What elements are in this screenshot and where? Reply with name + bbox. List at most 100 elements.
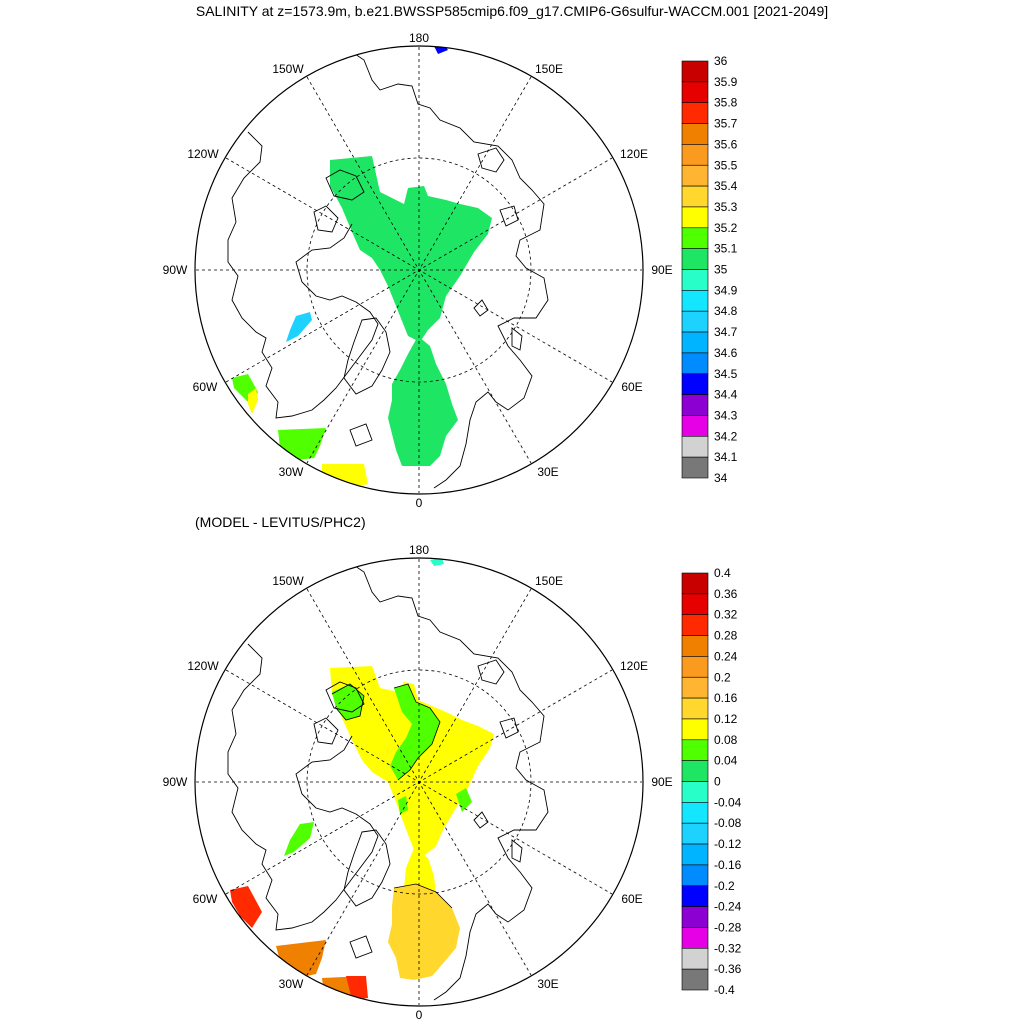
colorbar-label: 35.6	[714, 137, 738, 151]
coastlines	[227, 51, 549, 489]
colorbar-swatch	[681, 906, 709, 928]
figure-title: SALINITY at z=1573.9m, b.e21.BWSSP585cmi…	[195, 3, 829, 19]
difference-colorbar: 0.4 0.36 0.32 0.28 0.24 0.2 0.16 0.12 0.08 0.04 0 -…	[681, 566, 742, 997]
colorbar-swatch	[681, 248, 709, 270]
field-region-subpolar-atlantic	[278, 428, 326, 460]
colorbar-swatch	[681, 373, 709, 395]
colorbar-label: -0.2	[714, 879, 735, 893]
salinity-colorbar: 36 35.9 35.8 35.7 35.6 35.5 35.4 35.3 35.2 35.1 35…	[681, 54, 738, 485]
colorbar-swatch	[681, 947, 709, 970]
colorbar-label: 0.24	[714, 649, 738, 663]
colorbar-swatch	[681, 885, 709, 907]
colorbar-label: 35.7	[714, 117, 738, 131]
contour-lines	[331, 683, 453, 909]
field-region-left-green	[398, 796, 408, 814]
lon-label-90w: 90W	[163, 263, 188, 277]
lon-label-60e: 60E	[621, 380, 642, 394]
colorbar-label: -0.16	[714, 858, 742, 872]
colorbar-label: 35.3	[714, 200, 738, 214]
colorbar-swatch	[681, 739, 709, 761]
colorbar-swatch	[681, 843, 709, 866]
colorbar-label: 0.08	[714, 733, 738, 747]
colorbar-label: -0.08	[714, 816, 742, 830]
coastlines	[227, 563, 549, 1001]
colorbar-swatch	[681, 352, 709, 375]
lon-label-60e: 60E	[621, 892, 642, 906]
lon-label-60w: 60W	[193, 380, 218, 394]
colorbar-label: 0.28	[714, 629, 738, 643]
colorbar-label: -0.4	[714, 983, 735, 997]
field-region-labrador	[230, 886, 262, 928]
colorbar-label: -0.12	[714, 837, 742, 851]
colorbar-swatch	[681, 781, 709, 803]
field-region-ridge-band	[390, 684, 440, 780]
colorbar-swatch	[681, 310, 709, 333]
lon-label-180: 180	[409, 543, 429, 557]
graticule	[196, 47, 642, 493]
colorbar-swatch	[681, 269, 709, 291]
lon-label-0: 0	[416, 1008, 423, 1022]
colorbar-label: -0.28	[714, 920, 742, 934]
colorbar-label: 35.4	[714, 179, 738, 193]
colorbar-label: 0.04	[714, 754, 738, 768]
colorbar-label: 34.7	[714, 325, 738, 339]
lon-label-30w: 30W	[279, 977, 304, 991]
colorbar-swatch	[681, 802, 709, 824]
colorbar-label: 0.16	[714, 691, 738, 705]
lon-label-120w: 120W	[187, 659, 219, 673]
colorbar-swatch	[681, 968, 709, 991]
field-region-baffin-bay	[286, 312, 312, 342]
field-region-bering	[430, 558, 444, 566]
lon-label-60w: 60W	[193, 892, 218, 906]
colorbar-swatch	[681, 656, 709, 678]
colorbar-swatch	[681, 227, 709, 249]
colorbar-swatch	[681, 593, 709, 615]
difference-field	[227, 558, 549, 1002]
field-region-canada-basin-green	[332, 684, 364, 720]
colorbar-label: 34.8	[714, 304, 738, 318]
colorbar-label: 35.1	[714, 242, 738, 256]
colorbar-label: 0.4	[714, 566, 731, 580]
colorbar-swatch	[681, 676, 709, 699]
colorbar-label: -0.04	[714, 795, 742, 809]
colorbar-swatch	[681, 331, 709, 354]
colorbar-swatch	[681, 185, 709, 208]
difference-map-panel: 180 150E 120E 90E 60E 30E 0 30W 60W 90W …	[163, 543, 742, 1022]
lon-label-30w: 30W	[279, 465, 304, 479]
map-boundary	[194, 45, 644, 495]
lon-label-0: 0	[416, 496, 423, 510]
lon-label-90e: 90E	[651, 775, 672, 789]
lon-label-120w: 120W	[187, 147, 219, 161]
colorbar-label: 35.2	[714, 221, 738, 235]
colorbar-label: 34.3	[714, 408, 738, 422]
colorbar-label: 36	[714, 54, 728, 68]
colorbar-label: 34.1	[714, 450, 738, 464]
colorbar-label: 35	[714, 263, 728, 277]
colorbar-swatch	[681, 822, 709, 845]
lon-label-90w: 90W	[163, 775, 188, 789]
lon-label-120e: 120E	[620, 659, 648, 673]
colorbar-label: 35.8	[714, 96, 738, 110]
colorbar-label: 0.32	[714, 608, 738, 622]
lon-label-30e: 30E	[537, 977, 558, 991]
colorbar-label: -0.24	[714, 900, 742, 914]
colorbar-swatch	[681, 572, 709, 595]
colorbar-swatch	[681, 290, 709, 312]
colorbar-swatch	[681, 144, 709, 166]
colorbar-label: 35.9	[714, 75, 738, 89]
colorbar-label: 0.12	[714, 712, 738, 726]
colorbar-swatch	[681, 415, 709, 437]
colorbar-label: 34.2	[714, 429, 738, 443]
difference-subtitle: (MODEL - LEVITUS/PHC2)	[195, 514, 366, 530]
field-region-nordic-seas	[388, 884, 460, 980]
lon-label-150w: 150W	[272, 62, 304, 76]
field-region-labrador-edge	[248, 388, 258, 414]
colorbar-swatch	[681, 435, 709, 458]
colorbar-label: 35.5	[714, 158, 738, 172]
colorbar-swatch	[681, 102, 709, 124]
lon-label-30e: 30E	[537, 465, 558, 479]
colorbar-swatch	[681, 394, 709, 416]
field-region-bering	[434, 46, 448, 54]
colorbar-label: 0.36	[714, 587, 738, 601]
lon-label-150e: 150E	[535, 62, 563, 76]
